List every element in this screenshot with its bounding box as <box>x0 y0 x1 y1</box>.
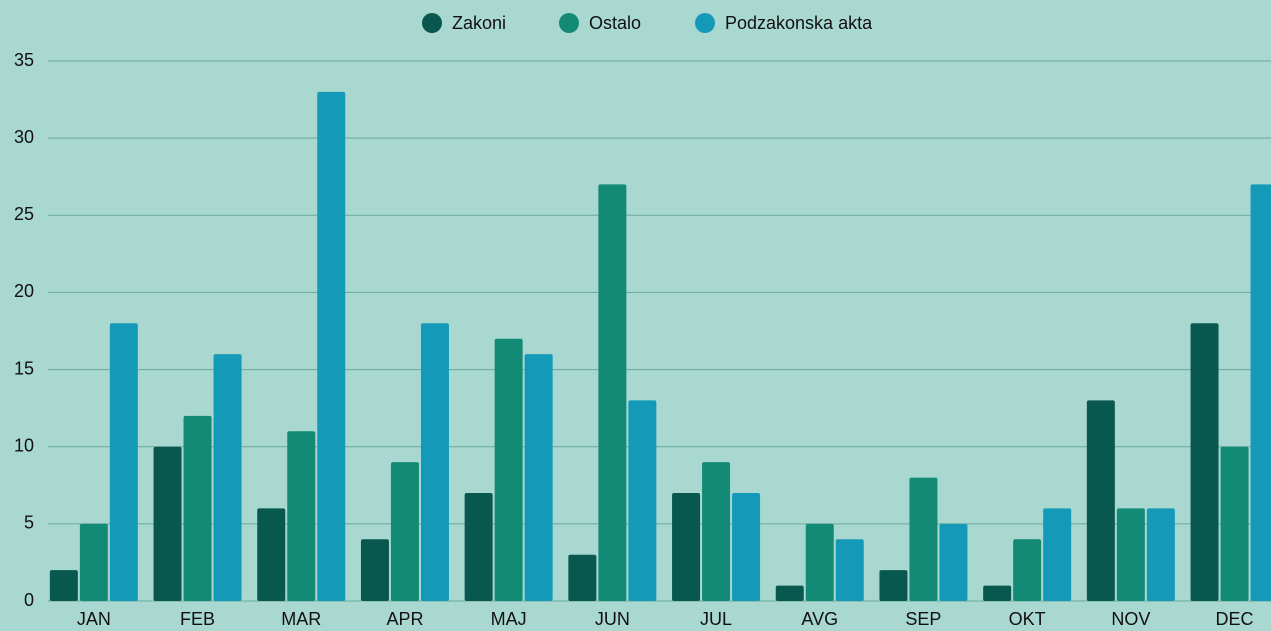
bar <box>213 354 242 601</box>
bar <box>1190 323 1219 601</box>
legend-label: Zakoni <box>452 13 506 33</box>
bar <box>360 539 389 601</box>
bar <box>702 462 731 601</box>
x-tick-label: SEP <box>905 609 941 629</box>
bar <box>1013 539 1042 601</box>
y-tick-label: 35 <box>14 50 34 70</box>
bar <box>317 91 346 601</box>
bar <box>983 585 1012 601</box>
x-tick-label: JUL <box>700 609 732 629</box>
bar <box>879 570 908 601</box>
bar <box>598 184 627 601</box>
bar <box>628 400 657 601</box>
bar <box>1220 446 1249 601</box>
bar <box>287 431 316 601</box>
x-tick-label: NOV <box>1111 609 1150 629</box>
legend-label: Podzakonska akta <box>725 13 873 33</box>
bar <box>1116 508 1145 601</box>
legend-label: Ostalo <box>589 13 641 33</box>
x-tick-label: FEB <box>180 609 215 629</box>
bar <box>835 539 864 601</box>
bar <box>183 415 212 601</box>
bar <box>732 493 761 601</box>
bar <box>49 570 78 601</box>
bar <box>939 523 968 601</box>
bar <box>909 477 938 601</box>
y-tick-label: 10 <box>14 435 34 455</box>
bar <box>464 493 493 601</box>
bar <box>1086 400 1115 601</box>
bar <box>775 585 804 601</box>
y-tick-label: 30 <box>14 127 34 147</box>
y-tick-label: 5 <box>24 513 34 533</box>
bar <box>153 446 182 601</box>
y-tick-label: 20 <box>14 281 34 301</box>
x-tick-label: MAJ <box>491 609 527 629</box>
bar <box>805 523 834 601</box>
bar <box>79 523 108 601</box>
bar <box>494 338 523 601</box>
x-tick-label: APR <box>386 609 423 629</box>
bar <box>1250 184 1271 601</box>
x-tick-label: MAR <box>281 609 321 629</box>
bar <box>390 462 419 601</box>
x-tick-label: OKT <box>1009 609 1046 629</box>
legend-marker <box>422 13 442 33</box>
bar <box>1043 508 1072 601</box>
y-tick-label: 0 <box>24 590 34 610</box>
x-tick-label: AVG <box>801 609 838 629</box>
legend-marker <box>695 13 715 33</box>
legend-marker <box>559 13 579 33</box>
bar <box>109 323 138 601</box>
bar <box>672 493 701 601</box>
y-tick-label: 15 <box>14 358 34 378</box>
y-tick-label: 25 <box>14 204 34 224</box>
bar <box>257 508 286 601</box>
bar <box>1146 508 1175 601</box>
bar <box>568 554 597 601</box>
x-tick-label: JUN <box>595 609 630 629</box>
x-tick-label: JAN <box>77 609 111 629</box>
bar <box>524 354 553 601</box>
bar <box>420 323 449 601</box>
x-tick-label: DEC <box>1216 609 1254 629</box>
